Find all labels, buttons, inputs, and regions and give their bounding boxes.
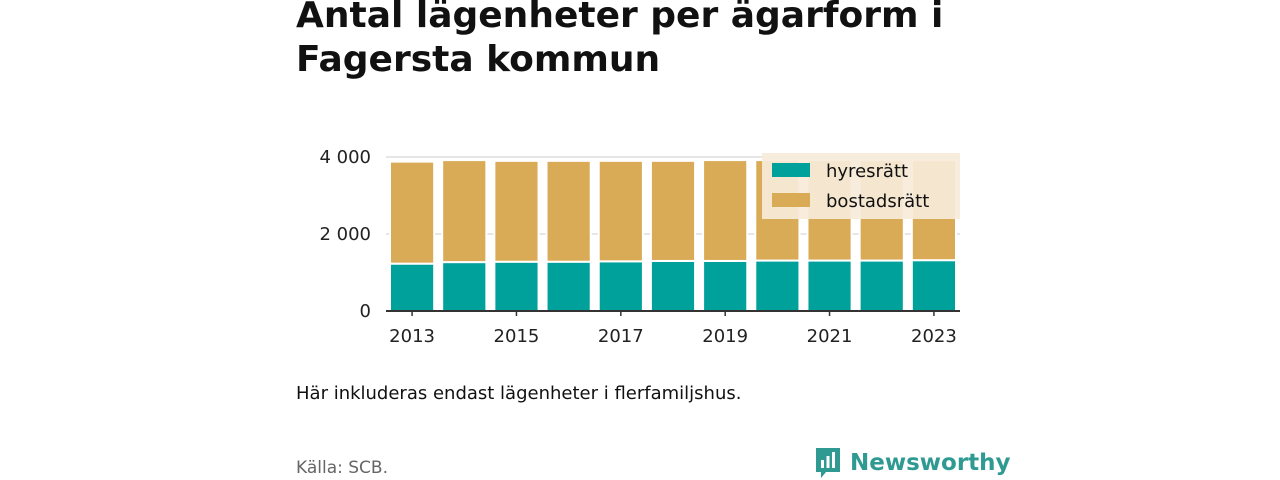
y-tick-label: 2 000 <box>319 224 371 245</box>
x-tick-label: 2023 <box>911 326 957 347</box>
legend-label-hyresratt: hyresrätt <box>826 161 908 182</box>
bar-bostadsratt-2018 <box>649 159 697 262</box>
x-tick-label: 2017 <box>598 326 644 347</box>
x-tick-label: 2013 <box>389 326 435 347</box>
bars <box>389 159 957 313</box>
bar-bostadsratt-2014 <box>441 159 488 264</box>
bar-bostadsratt-2015 <box>493 159 540 263</box>
stacked-bar-chart: 0 2 000 4 000 2013 2015 2017 2019 2021 2023 hyre… <box>319 147 960 347</box>
newsworthy-logo-icon <box>816 448 840 478</box>
bar-bostadsratt-2017 <box>597 159 644 263</box>
chart-note: Här inkluderas endast lägenheter i flerf… <box>296 383 742 404</box>
bar-hyresratt-2016 <box>545 260 592 312</box>
bar-hyresratt-2015 <box>493 260 540 312</box>
bar-bostadsratt-2019 <box>702 159 749 262</box>
x-tick-label: 2019 <box>702 326 748 347</box>
axes: 0 2 000 4 000 2013 2015 2017 2019 2021 2023 <box>319 147 960 347</box>
bar-hyresratt-2022 <box>858 259 905 313</box>
source-text: Källa: SCB. <box>296 458 388 478</box>
bar-hyresratt-2013 <box>389 262 436 313</box>
bar-bostadsratt-2013 <box>389 160 436 265</box>
bar-hyresratt-2014 <box>441 261 488 312</box>
chart-title: Antal lägenheter per ägarform i Fagersta… <box>296 0 944 80</box>
bar-hyresratt-2023 <box>910 259 957 312</box>
brand-logo: Newsworthy <box>814 446 1011 480</box>
legend-label-bostadsratt: bostadsrätt <box>826 191 929 212</box>
brand-name: Newsworthy <box>850 450 1011 476</box>
y-tick-label: 0 <box>360 301 371 322</box>
legend-swatch-bostadsratt <box>772 193 810 207</box>
bar-hyresratt-2021 <box>806 259 853 313</box>
bar-hyresratt-2020 <box>754 259 801 313</box>
legend: hyresrätt bostadsrätt <box>762 153 960 219</box>
x-tick-label: 2021 <box>807 326 853 347</box>
bar-hyresratt-2018 <box>649 259 697 312</box>
y-tick-label: 4 000 <box>319 147 371 168</box>
x-tick-label: 2015 <box>494 326 540 347</box>
bar-hyresratt-2019 <box>702 259 749 312</box>
legend-swatch-hyresratt <box>772 163 810 177</box>
bar-hyresratt-2017 <box>597 260 644 313</box>
bar-bostadsratt-2016 <box>545 159 592 263</box>
